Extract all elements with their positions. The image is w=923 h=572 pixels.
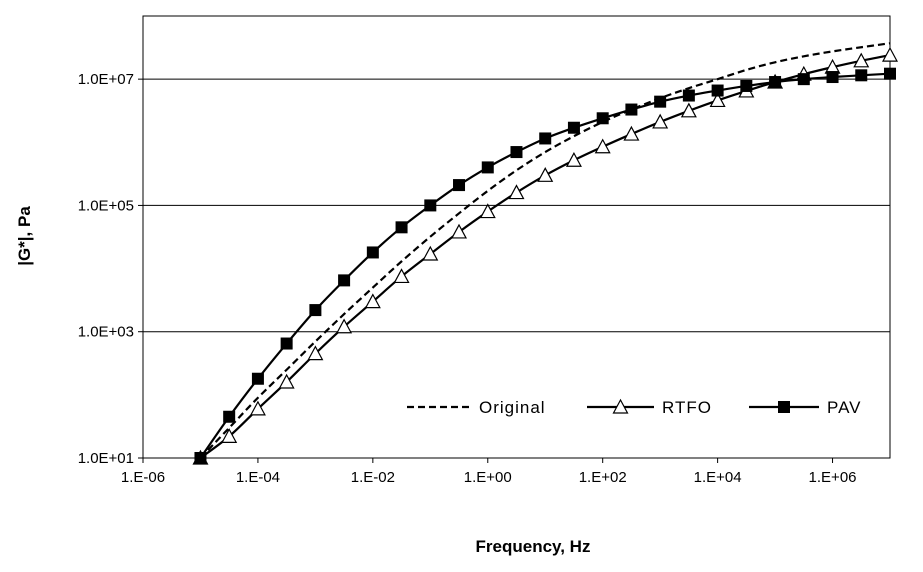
y-tick-label: 1.0E+05	[78, 197, 134, 214]
legend-marker-rtfo	[612, 398, 629, 414]
data-point-pav	[654, 95, 667, 108]
data-point-rtfo	[680, 102, 697, 118]
data-point-pav	[453, 179, 466, 192]
plot-area	[142, 15, 891, 459]
data-point-pav	[855, 69, 868, 82]
data-point-rtfo	[307, 345, 324, 361]
y-tick-label: 1.0E+01	[78, 450, 134, 467]
data-point-pav	[251, 372, 264, 385]
x-axis-ticks: 1.E-06 1.E-04 1.E-02 1.E+00 1.E+02 1.E+04 1.E+…	[121, 458, 857, 486]
legend-marker-pav	[778, 401, 790, 413]
data-point-rtfo	[221, 428, 238, 443]
data-point-pav	[395, 221, 408, 234]
data-point-rtfo	[623, 125, 640, 141]
data-point-rtfo	[565, 151, 582, 167]
y-axis-ticks: 1.0E+01 1.0E+03 1.0E+05 1.0E+07	[78, 71, 143, 467]
data-point-pav	[596, 112, 609, 125]
series-line-original	[199, 42, 891, 459]
data-point-pav	[338, 274, 351, 287]
series-original	[199, 42, 891, 459]
y-tick-label: 1.0E+03	[78, 324, 134, 341]
data-point-pav	[682, 89, 695, 102]
x-tick-label: 1.E+06	[809, 469, 857, 486]
series-pav	[194, 67, 896, 464]
data-point-pav	[625, 103, 638, 116]
x-tick-label: 1.E+00	[464, 469, 512, 486]
data-point-pav	[481, 161, 494, 174]
gridlines	[143, 78, 890, 333]
data-point-rtfo	[422, 245, 439, 261]
data-point-pav	[194, 452, 207, 464]
data-point-rtfo	[881, 46, 899, 62]
data-point-pav	[309, 304, 322, 317]
data-point-pav	[366, 246, 379, 259]
x-tick-label: 1.E+04	[694, 469, 742, 486]
data-point-rtfo	[336, 318, 353, 334]
data-point-pav	[424, 199, 437, 212]
data-point-pav	[884, 67, 896, 80]
data-point-rtfo	[451, 223, 468, 239]
data-point-pav	[567, 121, 580, 134]
x-tick-label: 1.E-06	[121, 469, 165, 486]
legend-label-pav: PAV	[827, 398, 862, 417]
series-layer	[192, 42, 899, 465]
legend-item-rtfo: RTFO	[587, 398, 712, 417]
data-point-rtfo	[393, 268, 410, 284]
data-point-pav	[740, 79, 753, 92]
legend-label-rtfo: RTFO	[662, 398, 712, 417]
data-point-pav	[539, 132, 552, 145]
data-point-rtfo	[709, 92, 726, 108]
data-point-rtfo	[508, 184, 525, 200]
data-point-pav	[769, 76, 782, 89]
x-tick-label: 1.E+02	[579, 469, 627, 486]
data-point-pav	[510, 146, 523, 159]
data-point-rtfo	[278, 373, 295, 389]
legend-item-original: Original	[407, 398, 546, 417]
data-point-rtfo	[537, 167, 554, 182]
data-point-pav	[223, 410, 236, 423]
x-tick-label: 1.E-02	[351, 469, 395, 486]
x-tick-label: 1.E-04	[236, 469, 280, 486]
data-point-rtfo	[594, 138, 611, 154]
data-point-rtfo	[249, 400, 266, 416]
data-point-rtfo	[652, 113, 669, 129]
data-point-rtfo	[364, 293, 381, 309]
y-axis-title: |G*|, Pa	[15, 206, 34, 266]
legend-label-original: Original	[479, 398, 546, 417]
data-point-pav	[280, 337, 293, 350]
legend-item-pav: PAV	[749, 398, 862, 417]
legend: Original RTFO PAV	[407, 398, 862, 417]
data-point-pav	[797, 73, 810, 86]
y-tick-label: 1.0E+07	[78, 71, 134, 88]
x-axis-title: Frequency, Hz	[476, 537, 591, 556]
data-point-rtfo	[479, 203, 496, 219]
data-point-pav	[711, 84, 724, 97]
data-point-rtfo	[853, 52, 870, 68]
data-point-pav	[826, 71, 839, 84]
